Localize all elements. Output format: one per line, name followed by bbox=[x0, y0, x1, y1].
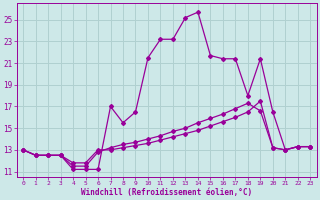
X-axis label: Windchill (Refroidissement éolien,°C): Windchill (Refroidissement éolien,°C) bbox=[81, 188, 252, 197]
